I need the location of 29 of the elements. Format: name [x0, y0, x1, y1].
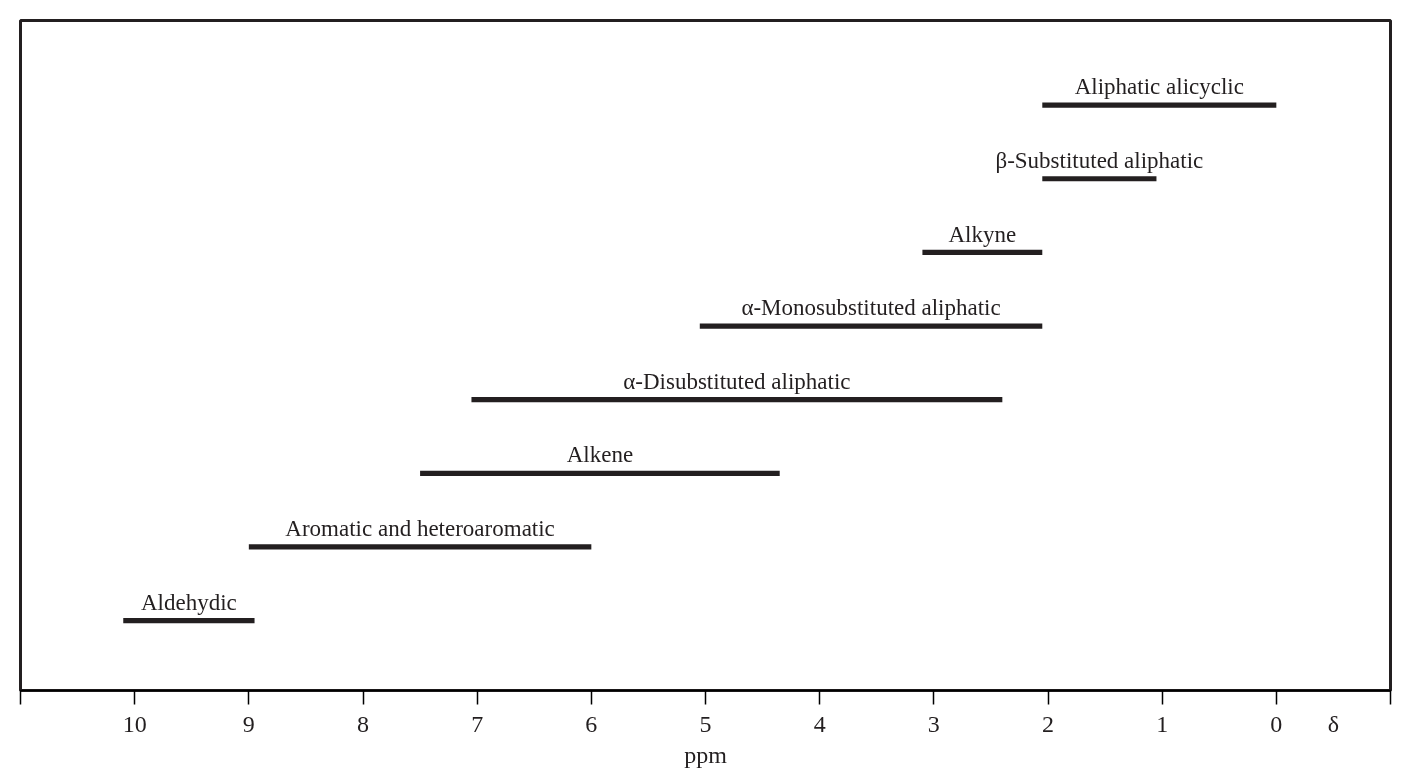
y-tick-label: Aldehydic — [140, 589, 237, 615]
bar — [922, 249, 1043, 255]
x-tick-label: 7 — [471, 710, 484, 737]
bar — [123, 617, 255, 624]
y-tick-label: α-Disubstituted aliphatic — [623, 368, 851, 394]
x-tick-label: 6 — [585, 710, 598, 737]
text: δ — [1327, 710, 1340, 737]
x-tick-label: 1 — [1156, 710, 1169, 737]
bar — [1042, 102, 1277, 108]
x-tick-label: 10 — [122, 710, 147, 737]
x-tick-label: 3 — [927, 710, 940, 737]
x-tick-label: 0 — [1270, 710, 1283, 737]
x-tick-label: 4 — [813, 710, 826, 737]
bar — [471, 397, 1003, 403]
x-tick-label: 9 — [242, 710, 255, 737]
bar — [248, 544, 592, 550]
y-tick-label: Aromatic and heteroaromatic — [285, 516, 555, 542]
x-axis-title: ppm — [684, 741, 728, 768]
x-tick-label: 8 — [357, 710, 369, 737]
y-tick-label: α-Monosubstituted aliphatic — [741, 295, 1001, 321]
x-tick-label: 2 — [1042, 710, 1054, 737]
y-tick-label: Aliphatic alicyclic — [1074, 74, 1244, 100]
bar — [420, 470, 780, 476]
bar — [1042, 176, 1157, 182]
y-tick-label: β-Substituted aliphatic — [995, 147, 1204, 173]
y-tick-label: Alkene — [566, 442, 634, 468]
bar — [699, 323, 1043, 329]
y-tick-label: Alkyne — [948, 221, 1017, 247]
x-tick-label: 5 — [699, 710, 712, 737]
